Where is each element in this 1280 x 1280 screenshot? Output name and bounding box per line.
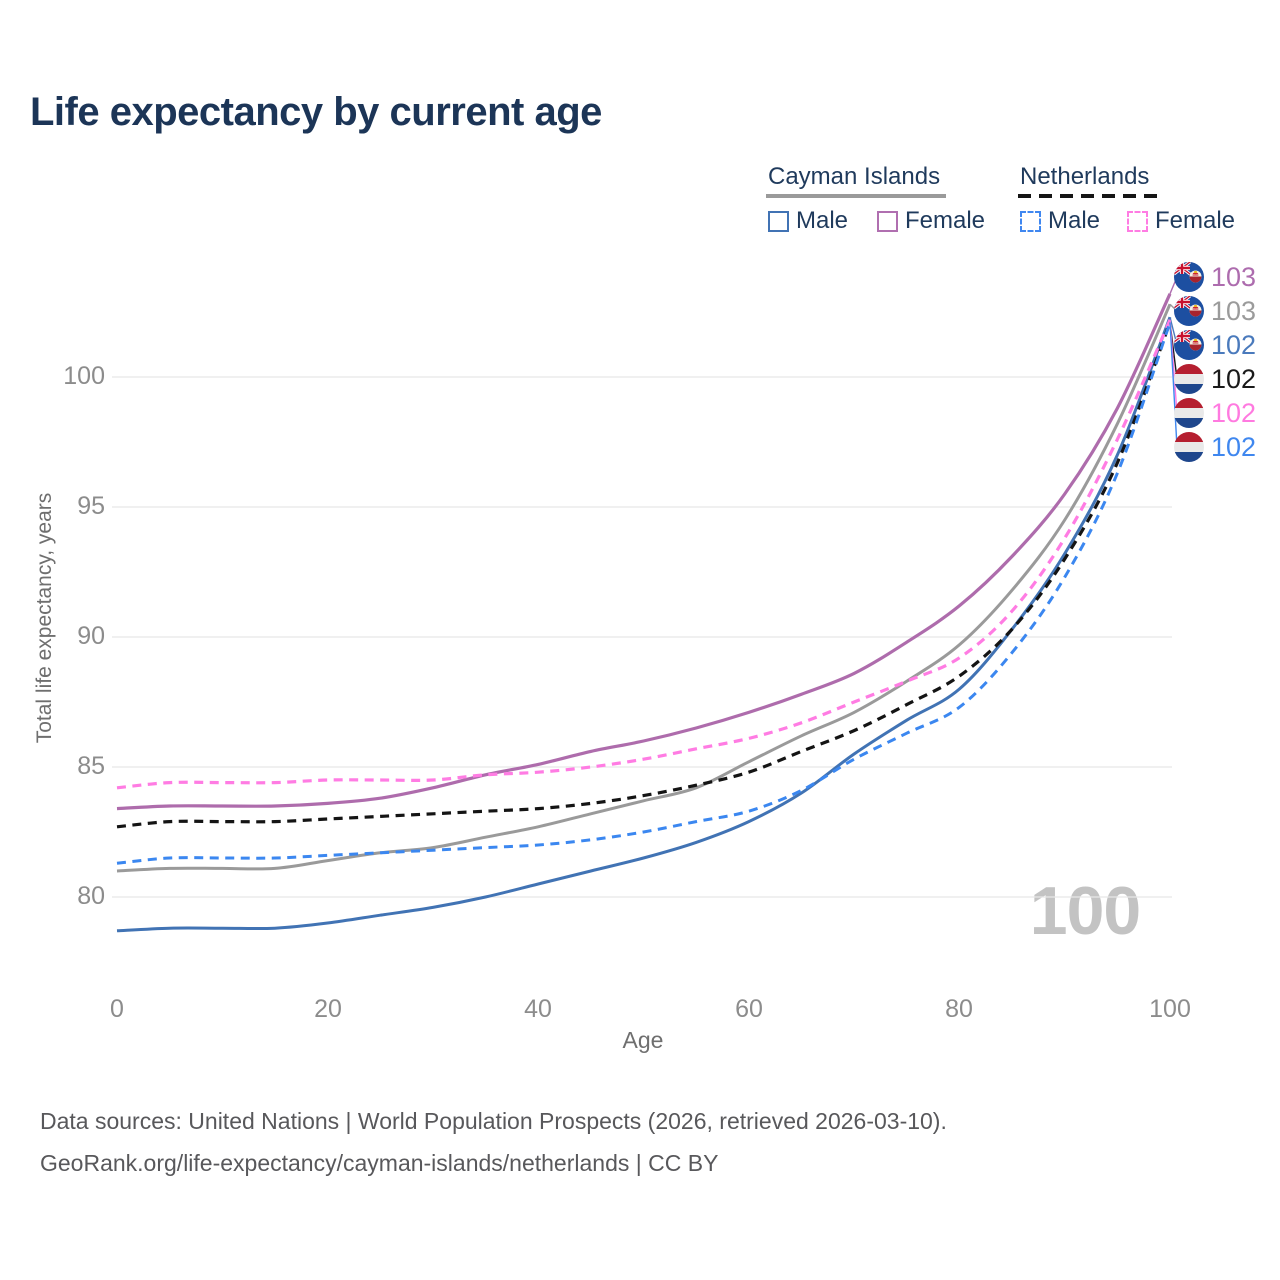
x-tick-label: 80 [945, 995, 973, 1023]
y-tick-label: 100 [63, 362, 105, 390]
netherlands-flag-icon [1174, 398, 1204, 428]
series-line-netherlands_male[interactable] [116, 321, 1172, 865]
end-label-row-netherlands_female: 102 [1174, 396, 1256, 430]
legend-group-netherlands: Netherlands [1020, 163, 1150, 190]
attribution-note: GeoRank.org/life-expectancy/cayman-islan… [40, 1150, 719, 1176]
legend-item-label: Female [905, 207, 986, 234]
legend-item-netherlands-male[interactable]: Male [1020, 207, 1100, 235]
legend-item-cayman-male[interactable]: Male [768, 207, 848, 235]
netherlands-male-swatch-icon [1020, 210, 1041, 232]
legend-item-cayman-female[interactable]: Female [877, 207, 985, 235]
end-label-value: 102 [1211, 364, 1257, 394]
end-label-value: 102 [1211, 432, 1257, 462]
cayman-islands-flag-icon [1174, 330, 1204, 360]
series-line-cayman_female[interactable] [116, 293, 1172, 811]
x-tick-label: 100 [1149, 995, 1191, 1023]
netherlands-flag-icon [1174, 432, 1204, 462]
series-line-netherlands_female[interactable] [116, 319, 1172, 790]
y-tick-label: 85 [77, 752, 105, 780]
cayman-series-style-swatch [766, 194, 946, 198]
end-label-row-cayman_total: 103 [1174, 294, 1256, 328]
y-tick-label: 80 [77, 882, 105, 910]
end-label-value: 103 [1211, 296, 1257, 326]
cayman-male-swatch-icon [768, 210, 789, 232]
netherlands-series-style-swatch [1018, 194, 1164, 198]
y-tick-label: 90 [77, 622, 105, 650]
end-label-row-netherlands_total: 102 [1174, 362, 1256, 396]
chart-plot-area[interactable] [0, 0, 1280, 1080]
end-label-row-cayman_male: 102 [1174, 328, 1256, 362]
cayman-female-swatch-icon [877, 210, 898, 232]
y-tick-label: 95 [77, 492, 105, 520]
x-axis-title: Age [622, 1027, 664, 1053]
page-title: Life expectancy by current age [30, 90, 602, 134]
end-label-row-netherlands_male: 102 [1174, 430, 1256, 464]
cayman-islands-flag-icon [1174, 296, 1204, 326]
series-line-cayman_total[interactable] [116, 303, 1172, 873]
x-tick-label: 0 [110, 995, 124, 1023]
data-sources-note: Data sources: United Nations | World Pop… [40, 1108, 947, 1134]
netherlands-flag-icon [1174, 364, 1204, 394]
legend-item-label: Female [1155, 207, 1236, 234]
age-watermark: 100 [1029, 873, 1141, 949]
cayman-islands-flag-icon [1174, 262, 1204, 292]
netherlands-female-swatch-icon [1127, 210, 1148, 232]
end-label-row-cayman_female: 103 [1174, 260, 1256, 294]
legend-item-netherlands-female[interactable]: Female [1127, 207, 1235, 235]
x-tick-label: 40 [524, 995, 552, 1023]
end-label-value: 102 [1211, 330, 1257, 360]
legend-item-label: Male [796, 207, 849, 234]
end-label-value: 102 [1211, 398, 1257, 428]
series-line-netherlands_total[interactable] [116, 321, 1172, 829]
series-line-cayman_male[interactable] [116, 316, 1172, 933]
legend-group-cayman-islands: Cayman Islands [768, 163, 941, 190]
x-tick-label: 60 [735, 995, 763, 1023]
end-label-value: 103 [1211, 262, 1257, 292]
legend-item-label: Male [1048, 207, 1101, 234]
x-tick-label: 20 [314, 995, 342, 1023]
